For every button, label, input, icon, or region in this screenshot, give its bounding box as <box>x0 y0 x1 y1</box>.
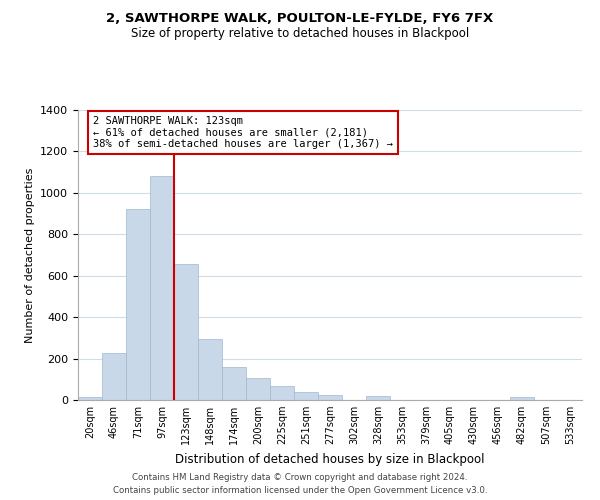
Y-axis label: Number of detached properties: Number of detached properties <box>25 168 35 342</box>
Bar <box>246 378 270 400</box>
Bar <box>126 210 150 400</box>
Bar <box>174 264 198 400</box>
Text: 2, SAWTHORPE WALK, POULTON-LE-FYLDE, FY6 7FX: 2, SAWTHORPE WALK, POULTON-LE-FYLDE, FY6… <box>106 12 494 26</box>
Bar <box>198 340 222 400</box>
Bar <box>294 392 318 400</box>
Text: 2 SAWTHORPE WALK: 123sqm
← 61% of detached houses are smaller (2,181)
38% of sem: 2 SAWTHORPE WALK: 123sqm ← 61% of detach… <box>93 116 393 149</box>
X-axis label: Distribution of detached houses by size in Blackpool: Distribution of detached houses by size … <box>175 452 485 466</box>
Bar <box>102 353 126 400</box>
Bar <box>318 395 342 400</box>
Bar <box>78 397 102 400</box>
Bar <box>270 386 294 400</box>
Bar <box>510 397 534 400</box>
Text: Size of property relative to detached houses in Blackpool: Size of property relative to detached ho… <box>131 28 469 40</box>
Text: Contains HM Land Registry data © Crown copyright and database right 2024.: Contains HM Land Registry data © Crown c… <box>132 474 468 482</box>
Bar <box>150 176 174 400</box>
Bar <box>366 396 390 400</box>
Bar <box>222 368 246 400</box>
Text: Contains public sector information licensed under the Open Government Licence v3: Contains public sector information licen… <box>113 486 487 495</box>
